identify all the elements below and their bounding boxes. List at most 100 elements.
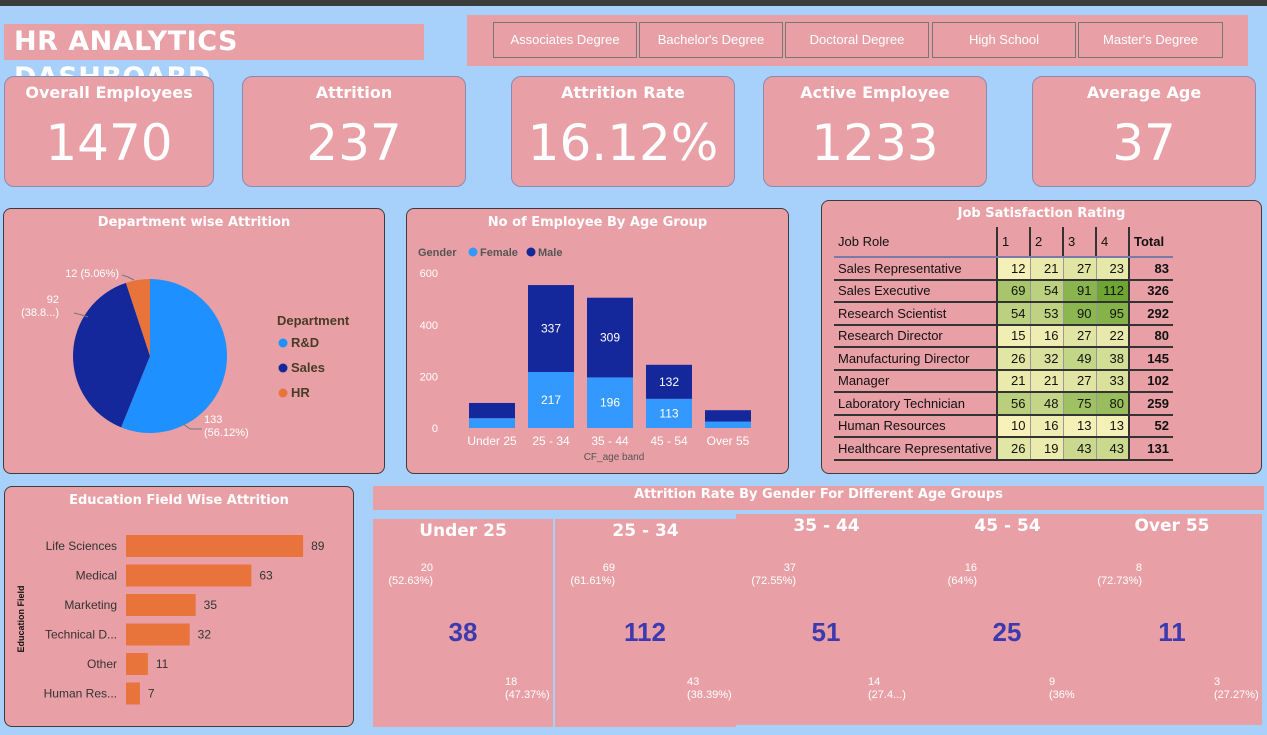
slicer-high-school[interactable]: High School (932, 22, 1076, 58)
table-cell: 52 (1128, 414, 1173, 438)
table-row: Research Director 15 16 27 22 80 (834, 324, 1173, 348)
edu-bar-value: 32 (198, 628, 212, 642)
slicer-associates-degree[interactable]: Associates Degree (493, 22, 637, 58)
pie-label-sales: 92 (38.8...) (21, 294, 59, 319)
table-cell: 43 (1062, 437, 1096, 461)
table-cell: 83 (1128, 257, 1173, 281)
table-cell: 27 (1062, 257, 1096, 281)
donut-panel: Under 25 38 20 (52.63%) 18 (47.37%) (373, 519, 553, 727)
table-cell: 54 (996, 302, 1030, 326)
donut-title: 45 - 54 (974, 516, 1041, 536)
table-cell: 32 (1029, 347, 1063, 371)
pie-leader-rd (181, 422, 202, 430)
slicer-doctoral-degree[interactable]: Doctoral Degree (785, 22, 929, 58)
kpi-overall-employees: Overall Employees 1470 (4, 76, 214, 187)
donut-chart: 51 37 (72.55%) 14 (27.4...) (751, 562, 906, 701)
top-bar (0, 0, 1267, 6)
table-header-cell[interactable]: 2 (1029, 227, 1063, 258)
education-slicer: Associates Degree Bachelor's Degree Doct… (467, 15, 1248, 66)
table-cell: 91 (1062, 279, 1096, 303)
age-bar-female-label: 196 (600, 396, 620, 410)
donut-male-label: 8 (72.73%) (1097, 562, 1142, 587)
table-cell: 43 (1095, 437, 1129, 461)
age-legend-title: Gender (418, 247, 457, 259)
age-xtick: 25 - 34 (532, 434, 570, 448)
table-cell: 27 (1062, 324, 1096, 348)
edu-bar-value: 11 (156, 657, 169, 671)
edu-bar-value: 89 (311, 539, 325, 553)
edu-bar-value: 63 (259, 569, 273, 583)
edu-category-label: Marketing (64, 598, 117, 612)
table-cell: 80 (1095, 392, 1129, 416)
table-cell: 48 (1029, 392, 1063, 416)
donut-female-label: 18 (47.37%) (505, 676, 550, 701)
slicer-masters-degree[interactable]: Master's Degree (1078, 22, 1223, 58)
table-cell: 16 (1029, 324, 1063, 348)
kpi-attrition: Attrition 237 (242, 76, 466, 187)
table-cell: 33 (1095, 369, 1129, 393)
donut-total: 51 (812, 617, 841, 647)
table-cell: 16 (1029, 414, 1063, 438)
table-cell: 19 (1029, 437, 1063, 461)
edu-bar-value: 7 (148, 687, 155, 701)
table-cell: 145 (1128, 347, 1173, 371)
table-row: Sales Representative 12 21 27 23 83 (834, 257, 1173, 281)
donut-female-label: 3 (27.27%) (1214, 676, 1259, 701)
table-cell: 12 (996, 257, 1030, 281)
table-cell: 13 (1095, 414, 1129, 438)
age-legend-female: Female (480, 247, 518, 259)
edu-bar (126, 682, 140, 705)
table-header-cell[interactable]: 3 (1062, 227, 1096, 258)
table-cell: 80 (1128, 324, 1173, 348)
age-ytick: 0 (432, 423, 438, 435)
age-bar-female (705, 421, 751, 428)
donut-male-label: 37 (72.55%) (751, 562, 796, 587)
table-row: Laboratory Technician 56 48 75 80 259 (834, 392, 1173, 416)
slicer-bachelors-degree[interactable]: Bachelor's Degree (639, 22, 783, 58)
age-bar-male-label: 132 (659, 375, 679, 389)
age-bar-male (469, 402, 515, 419)
table-cell: Sales Representative (834, 257, 997, 281)
pie-legend-marker (278, 388, 288, 398)
table-header-cell[interactable]: Total (1128, 227, 1173, 258)
table-cell: 259 (1128, 392, 1173, 416)
edu-category-label: Life Sciences (46, 539, 117, 553)
table-cell: Research Director (834, 324, 997, 348)
table-row: Healthcare Representative 26 19 43 43 131 (834, 437, 1173, 461)
table-cell: 75 (1062, 392, 1096, 416)
table-cell: Research Scientist (834, 302, 997, 326)
kpi-attrition-rate: Attrition Rate 16.12% (511, 76, 735, 187)
table-header-cell[interactable]: 4 (1095, 227, 1129, 258)
table-header-cell[interactable]: 1 (996, 227, 1030, 258)
donut-total: 25 (993, 617, 1022, 647)
table-cell: 49 (1062, 347, 1096, 371)
table-cell: Healthcare Representative (834, 437, 997, 461)
age-xtick: 45 - 54 (650, 434, 688, 448)
table-header-cell[interactable]: Job Role (834, 227, 997, 258)
table-cell: 54 (1029, 279, 1063, 303)
pie-legend-marker (278, 338, 288, 348)
donut-male-label: 20 (52.63%) (388, 562, 433, 587)
table-cell: Manufacturing Director (834, 347, 997, 371)
edu-bar (126, 653, 148, 675)
job-satisfaction-table: Job Role 1 2 3 4 Total Sales Representative 12 2… (834, 227, 1173, 461)
edu-bar (126, 594, 196, 616)
donut-total: 38 (449, 617, 478, 647)
age-bar-male (646, 364, 692, 399)
table-cell: 15 (996, 324, 1030, 348)
pie-slice-rd (121, 279, 228, 433)
donut-panel: 25 - 34 112 69 (61.61%) 43 (38.39%) (555, 519, 736, 727)
dashboard-title: HR ANALYTICS DASHBOARD (4, 24, 424, 93)
job-satisfaction-panel: Job Satisfaction Rating Job Role 1 2 3 4 Tota… (821, 200, 1262, 474)
pie-slice-sales (73, 282, 150, 428)
age-bar-female-label: 217 (541, 393, 561, 407)
table-cell: 53 (1029, 302, 1063, 326)
department-attrition-panel: Department wise Attrition 133 (56.12%) 92(… (3, 208, 385, 474)
edu-ylabel: Education Field (16, 585, 26, 652)
age-bar-male (705, 410, 751, 422)
education-field-panel: Education Field Wise Attrition Education… (4, 486, 354, 727)
age-xlabel: CF_age band (584, 452, 645, 463)
donut-total: 11 (1158, 617, 1186, 647)
pie-label-rd: 133 (56.12%) (204, 414, 249, 439)
panel-title: No of Employee By Age Group (487, 215, 708, 230)
